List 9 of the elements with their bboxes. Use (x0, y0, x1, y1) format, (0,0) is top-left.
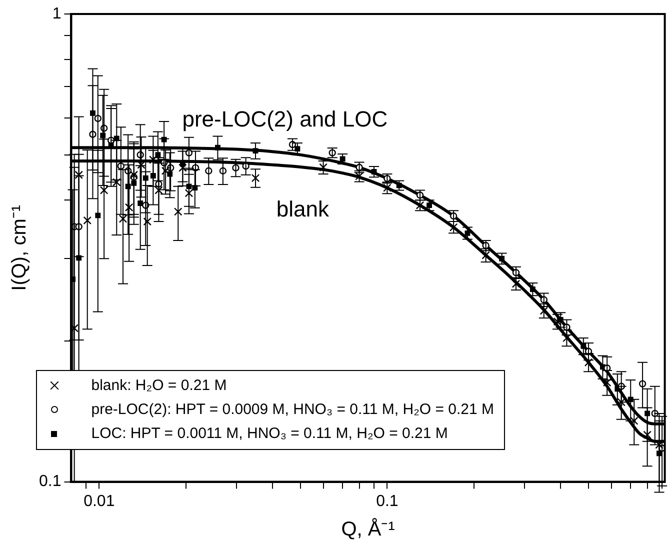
y-tick-label: 1 (52, 5, 62, 22)
annotation: pre-LOC(2) and LOC (182, 106, 388, 132)
legend-label: blank: H₂O = 0.21 M (91, 376, 227, 396)
x-tick-label: 0.01 (84, 492, 115, 510)
y-axis-title: I(Q), cm⁻¹ (8, 204, 31, 291)
legend-label: pre-LOC(2): HPT = 0.0009 M, HNO₃ = 0.11 M, H₂O = 0.21 M (91, 400, 494, 420)
x-axis-title: Q, Å⁻¹ (341, 518, 396, 541)
legend-label: LOC: HPT = 0.0011 M, HNO₃ = 0.11 M, H₂O = 0.21 M (91, 424, 448, 444)
annotation: blank (276, 196, 330, 222)
